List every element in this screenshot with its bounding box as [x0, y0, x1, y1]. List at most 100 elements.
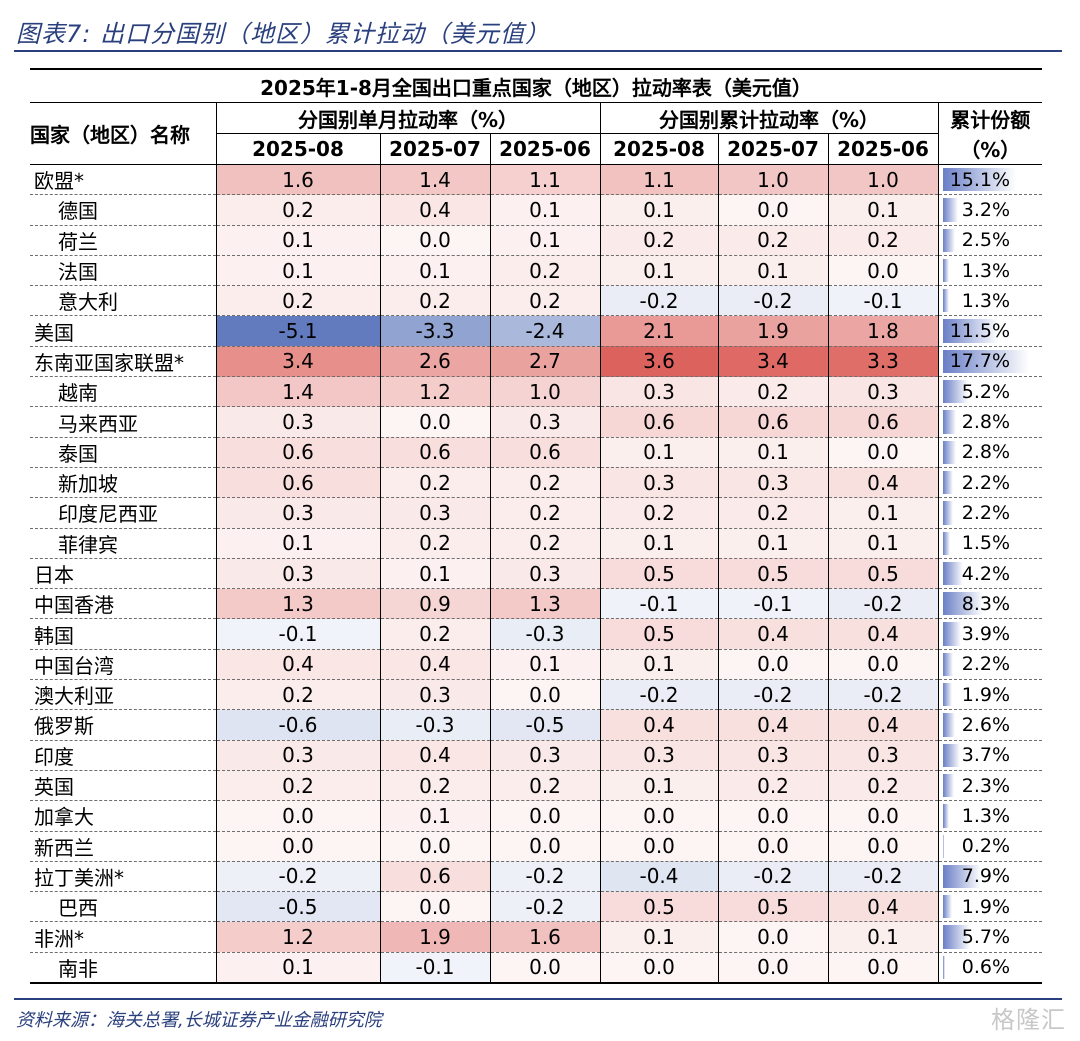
cumulative-pull-cell: 0.2	[717, 376, 828, 408]
region-name: 新加坡	[30, 467, 216, 499]
table-body: 欧盟* 1.6 1.4 1.1 1.1 1.0 1.0 15.1% 德国 0.2 0.4 0.1 0.1…	[30, 164, 1043, 984]
region-name: 澳大利亚	[30, 679, 216, 711]
cumulative-pull-cell: 0.6	[717, 406, 828, 438]
share-bar	[942, 834, 944, 858]
share-cell: 0.6%	[937, 952, 1043, 984]
cumulative-pull-cell: 0.2	[717, 770, 828, 802]
month-header: 2025-07	[379, 133, 490, 165]
share-cell: 5.2%	[937, 376, 1043, 408]
monthly-pull-cell: 0.2	[489, 285, 600, 317]
share-bar	[942, 561, 963, 586]
figure-title: 图表7: 出口分国别（地区）累计拉动（美元值）	[16, 20, 550, 48]
table-row: 印度尼西亚 0.3 0.3 0.2 0.2 0.2 0.1 2.2%	[30, 497, 1043, 529]
monthly-pull-cell: 1.4	[215, 376, 380, 408]
share-value: 0.6%	[961, 956, 1011, 979]
share-value: 15.1%	[949, 168, 1011, 191]
table-row: 中国台湾 0.4 0.4 0.1 0.1 0.0 0.0 2.2%	[30, 649, 1043, 681]
share-cell: 1.3%	[937, 255, 1043, 287]
table-row: 日本 0.3 0.1 0.3 0.5 0.5 0.5 4.2%	[30, 558, 1043, 590]
cumulative-pull-cell: -0.2	[599, 679, 718, 711]
table-title: 2025年1-8月全国出口重点国家（地区）拉动率表（美元值）	[30, 68, 1043, 103]
cumulative-pull-cell: 1.9	[717, 315, 828, 347]
region-name: 南非	[30, 952, 216, 984]
share-cell: 1.9%	[937, 891, 1043, 923]
cumulative-pull-cell: -0.2	[717, 861, 828, 893]
share-bar	[942, 713, 956, 737]
share-value: 3.7%	[961, 744, 1011, 767]
monthly-pull-cell: -0.5	[215, 891, 380, 923]
share-cell: 3.7%	[937, 740, 1043, 771]
monthly-pull-cell: 0.1	[215, 225, 380, 256]
cumulative-pull-cell: 2.1	[599, 315, 718, 347]
share-cell: 5.7%	[937, 921, 1043, 953]
monthly-pull-cell: -0.3	[489, 618, 600, 650]
monthly-pull-cell: 1.1	[489, 164, 600, 196]
name-header: 国家（地区）名称	[30, 102, 216, 165]
share-value: 1.3%	[961, 259, 1011, 282]
cumulative-pull-cell: 0.1	[599, 194, 718, 226]
cumulative-pull-cell: 0.1	[717, 255, 828, 287]
monthly-pull-cell: 0.1	[489, 225, 600, 256]
monthly-pull-cell: 0.2	[489, 467, 600, 499]
region-name: 东南亚国家联盟*	[30, 346, 216, 378]
cumulative-pull-cell: 0.2	[717, 497, 828, 529]
monthly-pull-cell: 2.7	[489, 346, 600, 378]
share-header: 累计份额	[937, 102, 1043, 134]
cumulative-pull-cell: 3.4	[717, 346, 828, 378]
cumulative-pull-cell: 0.0	[717, 194, 828, 226]
share-value: 17.7%	[949, 350, 1011, 373]
monthly-pull-cell: 1.3	[215, 588, 380, 620]
monthly-pull-cell: 2.6	[379, 346, 490, 378]
share-cell: 3.2%	[937, 194, 1043, 226]
share-bar	[942, 925, 971, 949]
cumulative-pull-cell: 0.1	[599, 255, 718, 287]
table-row: 菲律宾 0.1 0.2 0.2 0.1 0.1 0.1 1.5%	[30, 528, 1043, 559]
monthly-pull-cell: 0.4	[379, 649, 490, 681]
monthly-pull-cell: 0.1	[489, 649, 600, 681]
monthly-pull-cell: 0.6	[489, 437, 600, 468]
share-cell: 0.2%	[937, 831, 1043, 862]
monthly-pull-cell: -0.2	[489, 891, 600, 923]
share-value: 7.9%	[961, 865, 1011, 888]
cumulative-pull-cell: 0.2	[599, 497, 718, 529]
monthly-pull-cell: 0.2	[379, 285, 490, 317]
monthly-group-header: 分国别单月拉动率（%）	[215, 102, 600, 134]
table-row: 韩国 -0.1 0.2 -0.3 0.5 0.4 0.4 3.9%	[30, 618, 1043, 650]
cumulative-pull-cell: 0.6	[599, 406, 718, 438]
cumulative-pull-cell: 0.3	[827, 376, 938, 408]
month-header: 2025-06	[827, 133, 938, 165]
region-name: 美国	[30, 315, 216, 347]
cumulative-pull-cell: 0.0	[717, 831, 828, 862]
source-note: 资料来源：海关总署,长城证券产业金融研究院	[16, 1010, 382, 1031]
monthly-pull-cell: 0.0	[379, 406, 490, 438]
share-bar	[942, 349, 1029, 374]
cumulative-pull-cell: 0.0	[827, 649, 938, 681]
monthly-pull-cell: 0.6	[215, 437, 380, 468]
monthly-pull-cell: 0.3	[379, 497, 490, 529]
share-cell: 1.3%	[937, 285, 1043, 317]
cumulative-pull-cell: -0.2	[717, 285, 828, 317]
cumulative-pull-cell: 0.0	[599, 831, 718, 862]
region-name: 拉丁美洲*	[30, 861, 216, 893]
share-unit-header: （%）	[937, 133, 1043, 165]
share-bar	[942, 440, 957, 464]
table-row: 马来西亚 0.3 0.0 0.3 0.6 0.6 0.6 2.8%	[30, 406, 1043, 438]
share-cell: 8.3%	[937, 588, 1043, 620]
cumulative-pull-cell: 0.0	[827, 831, 938, 862]
table-row: 法国 0.1 0.1 0.2 0.1 0.1 0.0 1.3%	[30, 255, 1043, 287]
cumulative-pull-cell: 0.5	[599, 558, 718, 590]
region-name: 德国	[30, 194, 216, 226]
share-cell: 2.8%	[937, 406, 1043, 438]
share-value: 4.2%	[961, 562, 1011, 585]
share-value: 11.5%	[949, 320, 1011, 343]
monthly-pull-cell: -0.2	[215, 861, 380, 893]
cumulative-pull-cell: 0.1	[717, 528, 828, 559]
share-cell: 11.5%	[937, 315, 1043, 347]
monthly-pull-cell: 0.0	[215, 831, 380, 862]
share-bar	[942, 592, 983, 616]
table-row: 泰国 0.6 0.6 0.6 0.1 0.1 0.0 2.8%	[30, 437, 1043, 468]
cumulative-pull-cell: 0.1	[599, 649, 718, 681]
table-row: 新西兰 0.0 0.0 0.0 0.0 0.0 0.0 0.2%	[30, 831, 1043, 862]
monthly-pull-cell: 0.2	[215, 770, 380, 802]
share-value: 5.7%	[961, 926, 1011, 949]
